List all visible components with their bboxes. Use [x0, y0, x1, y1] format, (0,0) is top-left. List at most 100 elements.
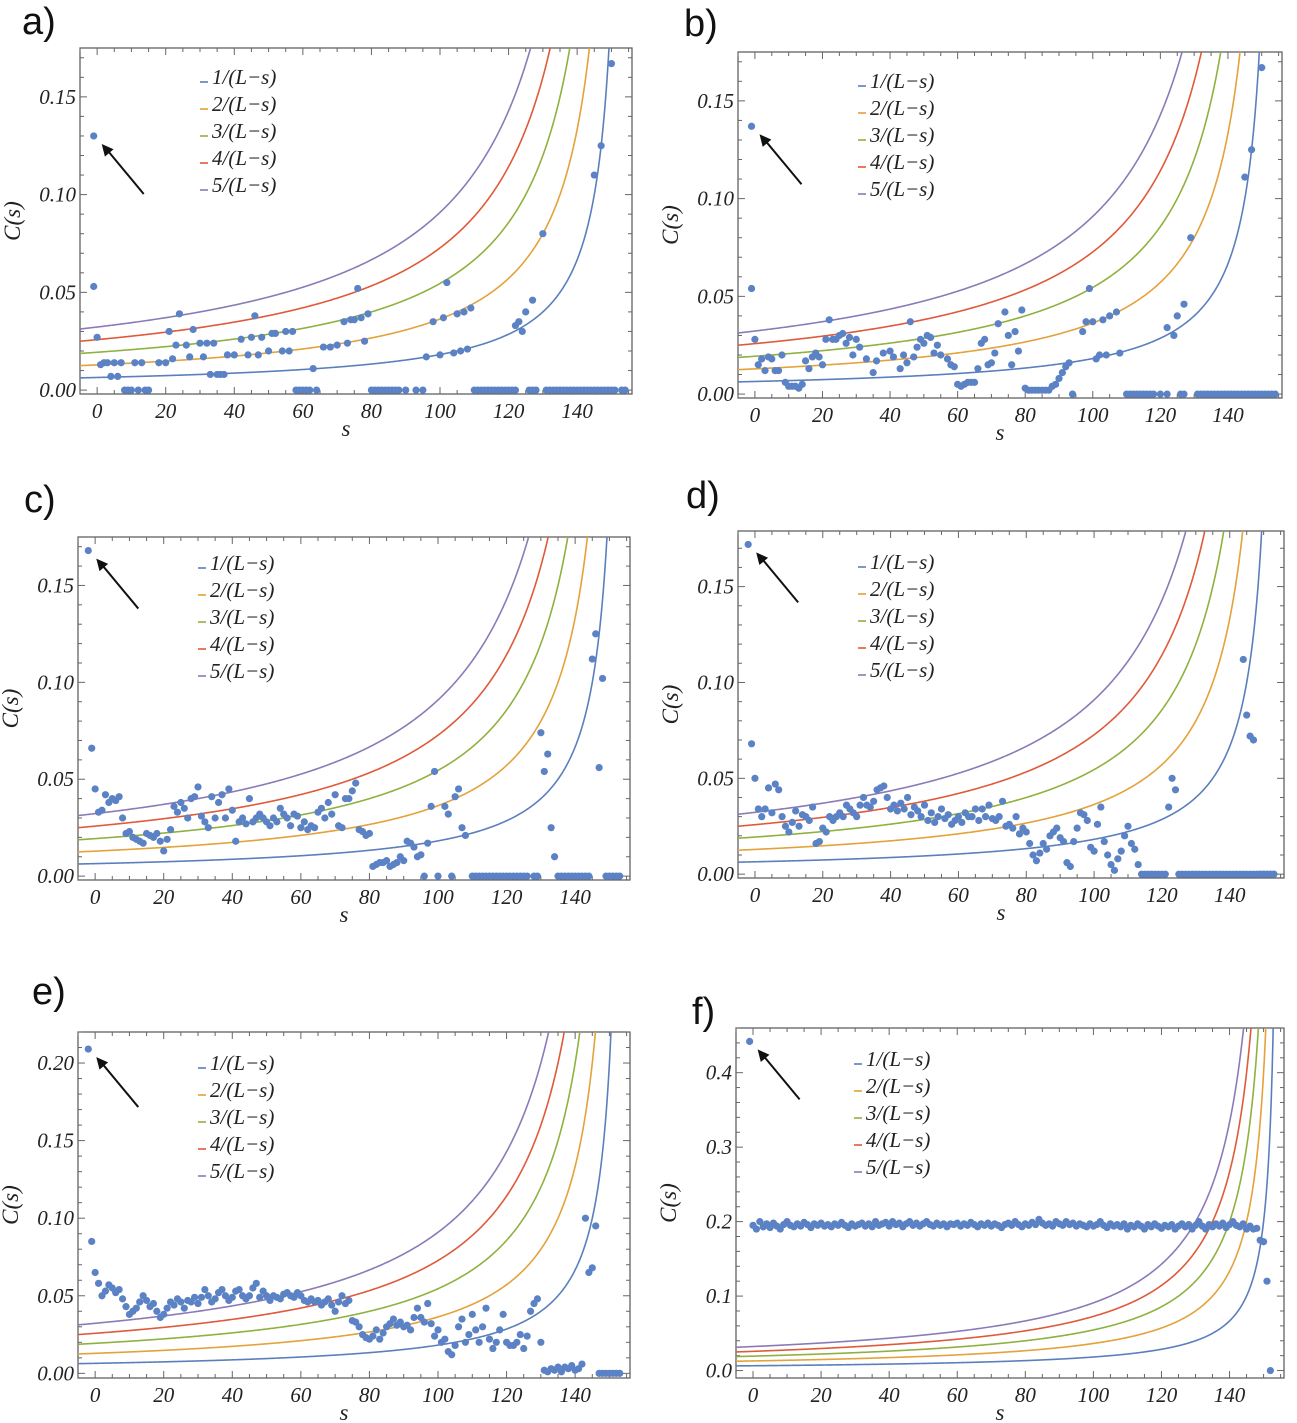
data-point: [890, 801, 898, 809]
series-line-3: [738, 531, 1225, 840]
data-point: [138, 359, 146, 367]
x-tick-label: 60: [290, 1383, 312, 1407]
data-point: [460, 308, 468, 316]
panel-c: 0 20 40 60 80 100 120 140 0.00 0.05 0.10 0.15 s C(s) c…: [0, 479, 631, 927]
data-point: [419, 386, 427, 394]
data-point: [166, 826, 175, 834]
data-point: [273, 818, 281, 826]
data-point: [747, 122, 756, 130]
data-point: [1117, 847, 1125, 855]
data-point: [244, 351, 252, 359]
x-tick-label: 120: [1146, 883, 1178, 907]
data-point: [144, 386, 153, 394]
x-tick-label: 140: [561, 399, 593, 423]
data-point: [1059, 837, 1068, 846]
data-point: [518, 327, 526, 336]
curves: [736, 1028, 1274, 1367]
data-point: [849, 351, 857, 359]
data-point: [616, 872, 624, 880]
data-point: [1022, 828, 1030, 836]
data-point: [592, 630, 600, 638]
data-point: [1253, 1224, 1261, 1232]
y-axis-label: C(s): [658, 205, 683, 245]
data-point: [436, 351, 444, 359]
data-point: [492, 1338, 500, 1346]
legend-label-2: 2/(L−s): [870, 96, 934, 120]
data-point: [461, 831, 470, 840]
data-point: [238, 814, 247, 822]
plot-frame: [735, 1027, 1285, 1379]
data-point: [412, 386, 420, 394]
data-point: [774, 367, 783, 375]
x-tick-label: 20: [812, 403, 834, 427]
data-point: [754, 361, 762, 369]
data-point: [168, 355, 177, 363]
points: [747, 64, 1279, 398]
data-point: [1258, 64, 1266, 72]
x-axis-label: s: [342, 416, 351, 441]
data-point: [461, 1338, 470, 1346]
data-point: [218, 791, 226, 799]
data-point: [1008, 361, 1016, 369]
y-tick-label: 0.05: [37, 767, 74, 791]
data-point: [424, 839, 432, 847]
data-point: [1011, 327, 1019, 336]
series-line-3: [78, 537, 569, 841]
data-point: [101, 791, 110, 799]
series-line-1: [738, 52, 1261, 383]
points: [90, 60, 629, 394]
data-point: [550, 853, 559, 861]
data-point: [1239, 655, 1247, 664]
data-point: [153, 1307, 161, 1315]
x-tick-label: 140: [1212, 403, 1244, 427]
data-point: [795, 822, 803, 830]
data-point: [352, 779, 360, 787]
data-point: [924, 816, 932, 825]
series-line-2: [80, 48, 591, 367]
data-point: [422, 353, 430, 361]
x-tick-label: 20: [155, 399, 177, 423]
data-point: [1121, 832, 1129, 840]
data-point: [1161, 870, 1169, 878]
data-point: [818, 361, 827, 369]
data-point: [369, 1332, 377, 1340]
data-point: [975, 816, 983, 825]
data-point: [1018, 306, 1026, 314]
data-point: [934, 813, 942, 821]
data-point: [211, 1295, 219, 1303]
legend-label-1: 1/(L−s): [870, 69, 934, 93]
data-point: [136, 1298, 144, 1306]
data-point: [1095, 351, 1104, 359]
data-point: [251, 312, 259, 320]
data-point: [94, 1279, 103, 1287]
series-line-4: [738, 531, 1206, 828]
data-point: [978, 805, 986, 813]
data-point: [943, 355, 952, 363]
data-point: [334, 1298, 343, 1306]
y-tick-label: 0.05: [697, 284, 734, 308]
data-point: [1249, 736, 1258, 744]
x-tick-label: 20: [153, 885, 175, 909]
data-point: [1173, 312, 1181, 320]
series-line-2: [78, 537, 589, 853]
data-point: [264, 347, 273, 355]
data-point: [1031, 1221, 1040, 1229]
x-tick-label: 0: [750, 883, 761, 907]
arrow-shaft: [761, 136, 803, 185]
data-point: [950, 363, 958, 371]
data-point: [1107, 860, 1115, 869]
x-tick-label: 80: [359, 1383, 381, 1407]
data-point: [365, 829, 374, 838]
x-tick-label: 0: [750, 403, 761, 427]
y-tick-label: 0.05: [37, 1284, 74, 1308]
data-point: [410, 843, 418, 851]
data-point: [537, 1338, 545, 1346]
x-tick-label: 100: [422, 1383, 454, 1407]
data-point: [920, 339, 928, 347]
data-point: [197, 812, 206, 820]
legend-label-1: 1/(L−s): [212, 65, 276, 89]
data-point: [768, 809, 776, 817]
data-point: [1134, 860, 1142, 869]
data-point: [420, 872, 428, 880]
